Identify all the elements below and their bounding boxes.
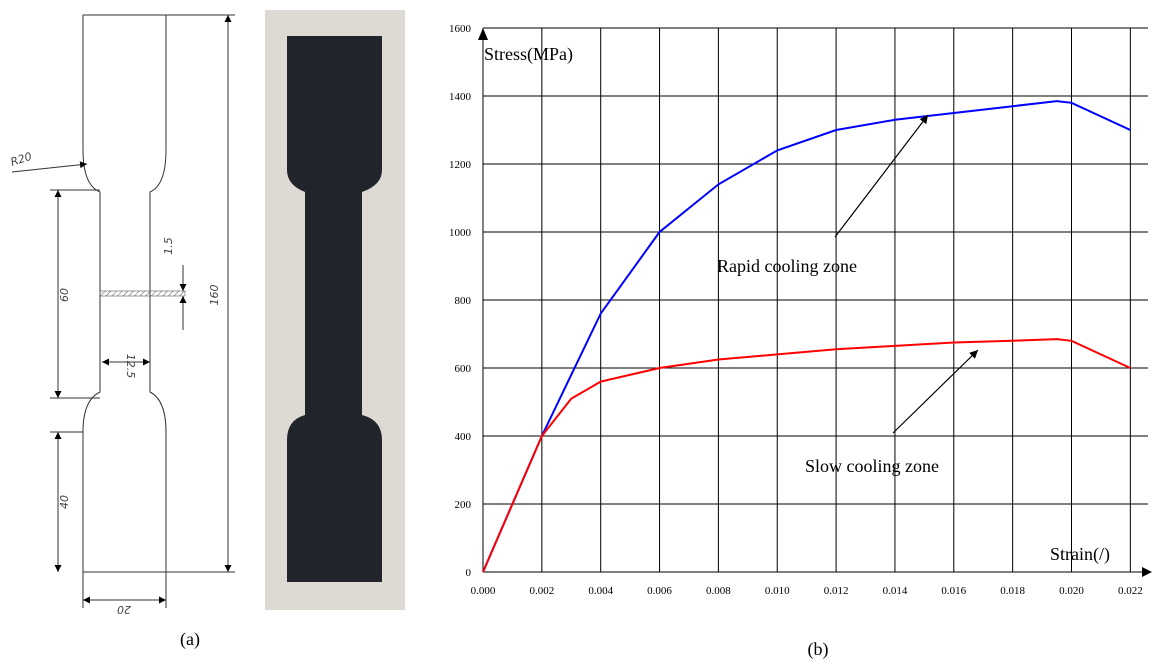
specimen-drawing: R20 60 1.5 160 12.5 40 20 [9, 14, 235, 616]
x-tick-label: 0.010 [765, 585, 790, 597]
y-tick-label: 1600 [449, 23, 472, 35]
x-tick-label: 0.014 [883, 585, 908, 597]
y-tick-label: 800 [455, 295, 472, 307]
dim-label: 20 [117, 603, 131, 616]
dim-label: R20 [9, 150, 34, 169]
x-tick-label: 0.012 [824, 585, 849, 597]
chart: 0.022 0.020 0.018 0.016 0.014 0.012 0.010 0.008… [449, 23, 1152, 597]
x-tick-label: 0.020 [1059, 585, 1084, 597]
y-tick-label: 1200 [449, 159, 472, 171]
y-tick-label: 600 [455, 363, 472, 375]
x-axis-title: Strain(/) [1050, 544, 1110, 565]
x-tick-label: 0.004 [588, 585, 613, 597]
caption: (b) [808, 639, 829, 660]
specimen-photo [265, 10, 405, 610]
x-tick-label: 0.016 [941, 585, 966, 597]
caption: (a) [180, 629, 200, 650]
x-tick-label: 0.002 [529, 585, 554, 597]
y-tick-label: 0 [466, 567, 472, 579]
x-tick-label: 0.022 [1118, 585, 1143, 597]
data-line [482, 338, 1131, 573]
y-tick-label: 1000 [449, 227, 472, 239]
dim-label: 160 [208, 285, 221, 306]
annotation-arrow [834, 114, 929, 238]
axis-arrow [478, 28, 488, 40]
y-tick-label: 200 [455, 499, 472, 511]
x-tick-label: 0.008 [706, 585, 731, 597]
annotation: Slow cooling zone [805, 456, 939, 476]
y-tick-label: 400 [455, 431, 472, 443]
x-tick-label: 0.018 [1000, 585, 1025, 597]
data-line [482, 100, 1131, 573]
y-tick-label: 1400 [449, 91, 472, 103]
dim-label: 60 [58, 288, 71, 302]
x-tick-label: 0.000 [471, 585, 496, 597]
dim-label: 12.5 [124, 354, 137, 379]
x-tick-label: 0.006 [647, 585, 672, 597]
dim-label: 40 [58, 495, 71, 509]
annotation-arrow [892, 349, 979, 434]
dim-label: 1.5 [162, 237, 175, 255]
annotation: Rapid cooling zone [717, 256, 857, 276]
y-axis-title: Stress(MPa) [484, 44, 573, 65]
axis-arrow [1142, 567, 1152, 577]
